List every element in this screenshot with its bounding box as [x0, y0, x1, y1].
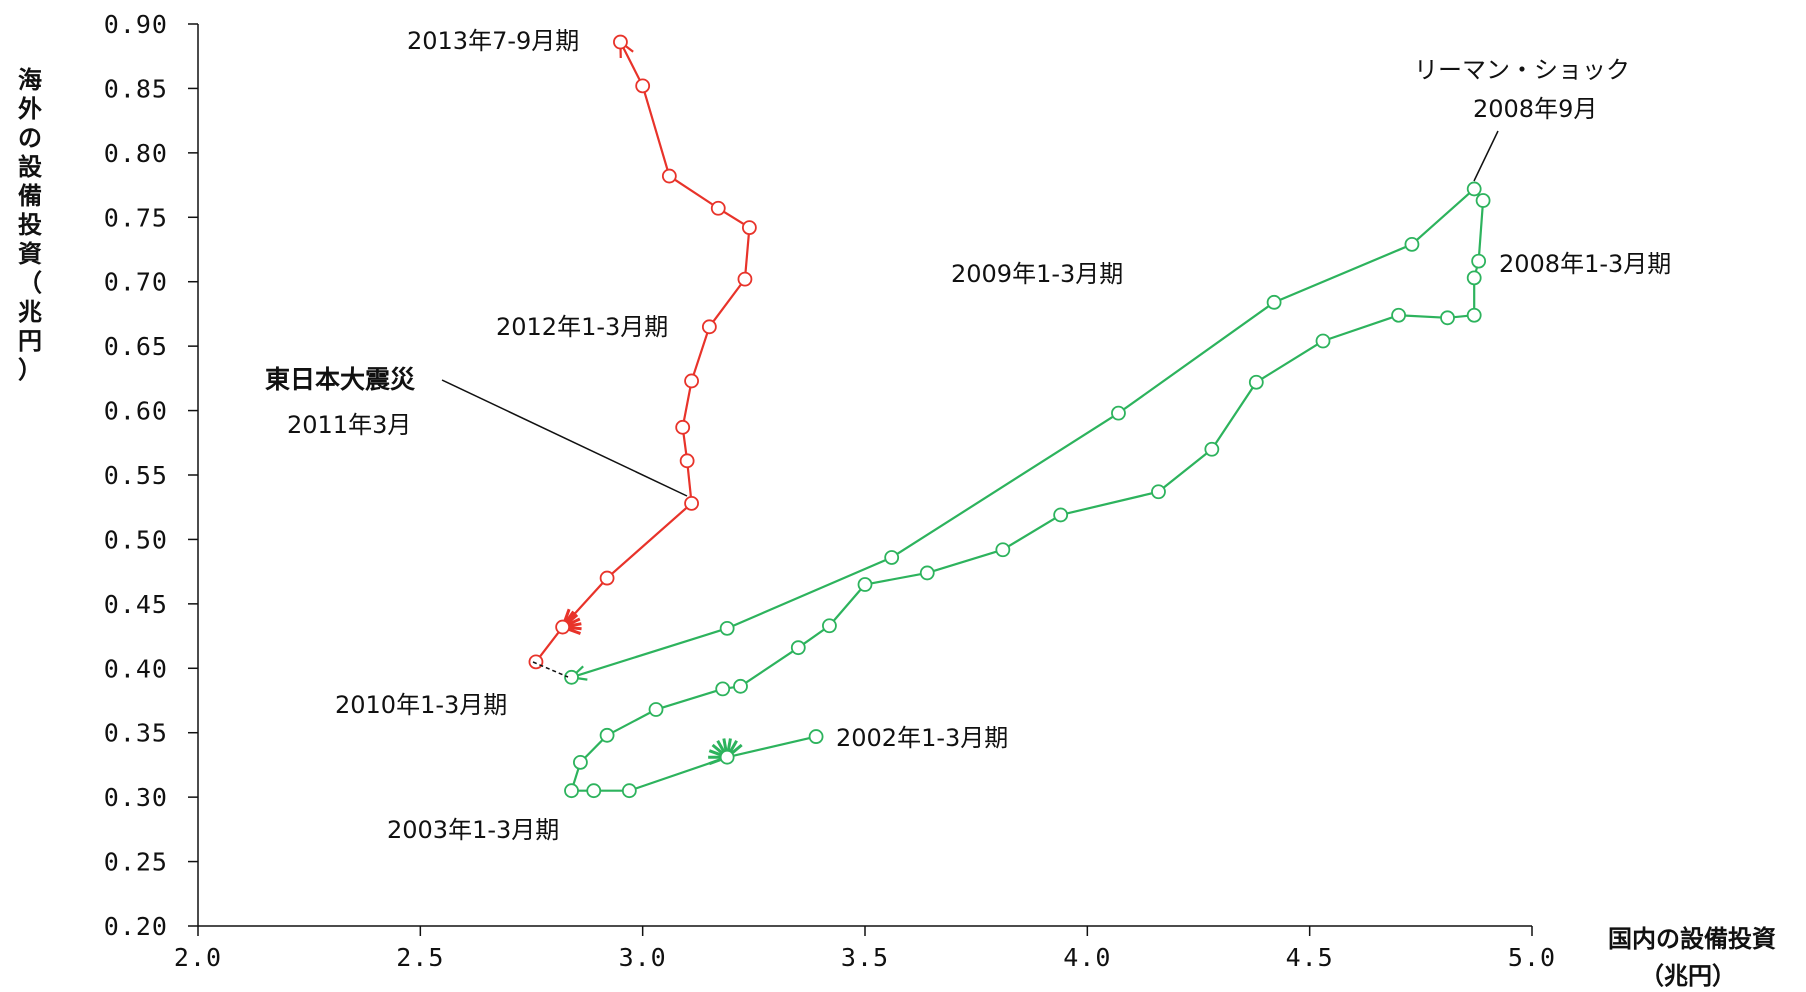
- data-point: [648, 702, 664, 717]
- data-point: [884, 550, 900, 565]
- data-point: [564, 669, 579, 685]
- axes: [197, 24, 1532, 927]
- label-quake: 東日本大震災: [265, 365, 416, 394]
- data-point: [737, 271, 753, 287]
- label-2002q1: 2002年1-3月期: [836, 724, 1008, 752]
- x-tick-label: 3.0: [619, 943, 667, 972]
- annotations: 2013年7-9月期 リーマン・ショック 2008年9月 2008年1-3月期 …: [265, 27, 1671, 844]
- x-axis-label-line2: （兆円）: [1640, 962, 1736, 990]
- dashed-connector: [532, 661, 569, 678]
- label-2013q3: 2013年7-9月期: [407, 27, 579, 55]
- data-point: [1111, 405, 1126, 421]
- data-point: [919, 565, 935, 581]
- data-point: [613, 34, 628, 50]
- data-point: [528, 654, 544, 670]
- y-tick-label: 0.20: [104, 912, 168, 941]
- y-tick-label: 0.70: [104, 268, 168, 297]
- data-point: [675, 419, 691, 435]
- y-axis-ticks: 0.20 0.25 0.30 0.35 0.40 0.45 0.50 0.55 0.60 0.65…: [104, 10, 198, 941]
- data-point: [684, 495, 699, 511]
- data-point: [1466, 181, 1482, 197]
- label-2009q1: 2009年1-3月期: [951, 260, 1123, 288]
- label-quake-date: 2011年3月: [287, 411, 411, 439]
- data-point: [701, 319, 717, 335]
- y-tick-label: 0.40: [104, 654, 168, 683]
- x-tick-label: 2.5: [396, 943, 444, 972]
- data-point: [1440, 310, 1455, 326]
- data-point: [599, 570, 615, 586]
- y-tick-label: 0.90: [104, 10, 168, 39]
- y-tick-label: 0.50: [104, 525, 168, 554]
- leader-line-quake: [441, 379, 688, 497]
- y-tick-label: 0.30: [104, 783, 168, 812]
- data-point: [719, 620, 735, 636]
- x-tick-label: 4.5: [1286, 943, 1334, 972]
- data-point: [586, 783, 602, 799]
- leader-line-lehman: [1473, 130, 1499, 182]
- label-lehman: リーマン・ショック: [1414, 56, 1630, 84]
- series-line: [535, 41, 751, 663]
- label-2003q1: 2003年1-3月期: [387, 816, 559, 844]
- data-point: [1466, 270, 1482, 286]
- y-axis-label: 海外の設備投資（兆円）: [18, 66, 43, 384]
- axis-labels: 海外の設備投資（兆円） 国内の設備投資 （兆円）: [18, 66, 1776, 990]
- data-point: [1151, 484, 1166, 500]
- series-layer: [528, 34, 1491, 799]
- data-point: [741, 220, 757, 235]
- x-tick-label: 4.0: [1063, 943, 1111, 972]
- label-2010q1: 2010年1-3月期: [335, 691, 507, 719]
- data-point: [635, 78, 651, 94]
- data-point: [1466, 307, 1482, 323]
- label-2008q1: 2008年1-3月期: [1499, 250, 1671, 278]
- data-point: [1204, 441, 1220, 457]
- data-point: [573, 754, 588, 770]
- data-point: [1471, 253, 1487, 269]
- data-point: [857, 577, 873, 592]
- data-point: [599, 727, 615, 743]
- x-tick-label: 3.5: [841, 943, 889, 972]
- data-point: [1053, 507, 1069, 523]
- data-point: [822, 618, 837, 634]
- data-point: [555, 619, 571, 635]
- data-point: [719, 749, 735, 765]
- data-point: [679, 453, 695, 469]
- data-point: [808, 729, 824, 744]
- data-point: [710, 200, 726, 216]
- x-axis-ticks: 2.0 2.5 3.0 3.5 4.0 4.5 5.0: [174, 926, 1556, 972]
- data-point: [1404, 236, 1420, 252]
- data-point: [661, 168, 677, 184]
- y-tick-label: 0.85: [104, 74, 168, 103]
- y-tick-label: 0.60: [104, 397, 168, 426]
- data-point: [715, 681, 731, 697]
- data-point: [733, 678, 748, 694]
- x-axis-label-line1: 国内の設備投資: [1608, 925, 1776, 953]
- data-point: [1391, 307, 1406, 323]
- data-point: [684, 373, 699, 389]
- y-tick-label: 0.25: [104, 848, 168, 877]
- data-point: [621, 783, 637, 799]
- y-tick-label: 0.75: [104, 203, 168, 232]
- data-point: [1475, 193, 1491, 208]
- y-tick-label: 0.80: [104, 139, 168, 168]
- data-point: [790, 640, 806, 656]
- data-point: [564, 783, 579, 799]
- data-point: [1315, 333, 1331, 349]
- y-tick-label: 0.55: [104, 461, 168, 490]
- data-point: [995, 542, 1011, 558]
- x-tick-label: 2.0: [174, 943, 222, 972]
- series-1: [528, 34, 757, 670]
- x-tick-label: 5.0: [1508, 943, 1556, 972]
- y-tick-label: 0.65: [104, 332, 168, 361]
- label-2012q1: 2012年1-3月期: [496, 313, 668, 341]
- data-point: [1248, 374, 1264, 390]
- y-tick-label: 0.45: [104, 590, 168, 619]
- y-tick-label: 0.35: [104, 719, 168, 748]
- series-0: [564, 181, 1491, 799]
- label-lehman-date: 2008年9月: [1473, 95, 1597, 123]
- data-point: [1266, 294, 1282, 310]
